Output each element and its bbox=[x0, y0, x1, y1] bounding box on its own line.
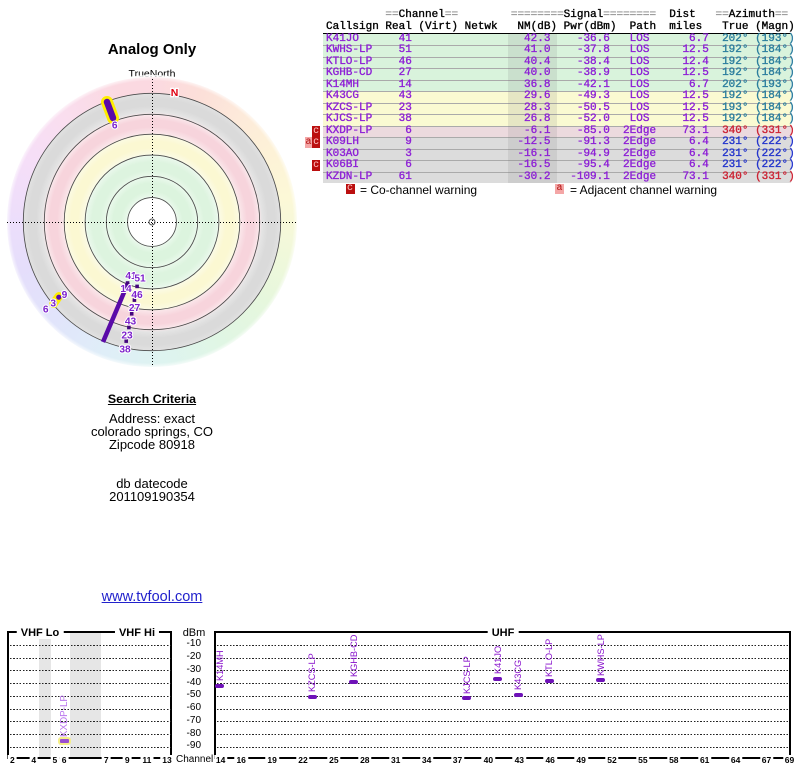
svg-text:43: 43 bbox=[125, 317, 137, 328]
svg-text:23: 23 bbox=[121, 331, 133, 342]
svg-text:9: 9 bbox=[62, 290, 68, 301]
svg-text:N: N bbox=[171, 87, 179, 99]
svg-text:14: 14 bbox=[120, 284, 132, 295]
svg-text:6: 6 bbox=[112, 121, 118, 132]
svg-text:51: 51 bbox=[134, 274, 146, 285]
svg-text:27: 27 bbox=[129, 303, 141, 314]
svg-text:46: 46 bbox=[131, 290, 143, 301]
svg-text:3: 3 bbox=[50, 299, 56, 310]
svg-text:41: 41 bbox=[125, 271, 137, 282]
svg-text:38: 38 bbox=[119, 345, 131, 356]
svg-text:6: 6 bbox=[43, 305, 49, 316]
